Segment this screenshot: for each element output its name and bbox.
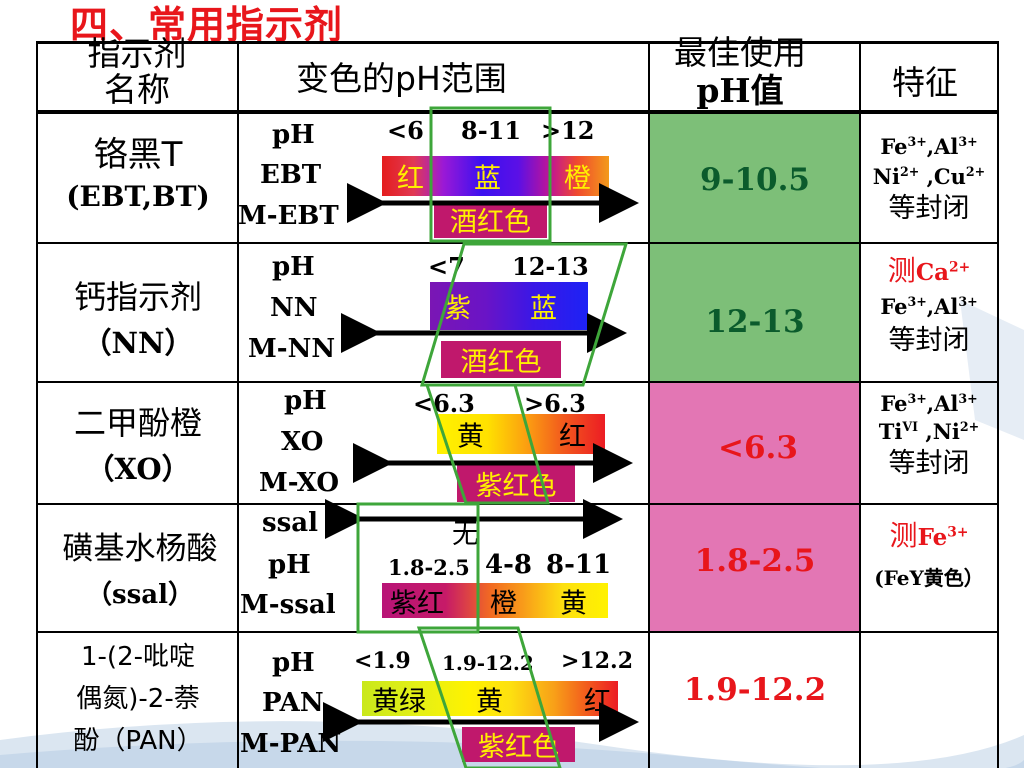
indicator-label: PAN (262, 688, 324, 718)
color-gradient-bar: 黄 红 (437, 414, 605, 454)
color-gradient-bar: 红 蓝 橙 (382, 156, 609, 196)
color-label: 紫红 (390, 588, 444, 619)
column-divider (859, 41, 861, 768)
row-divider (36, 242, 999, 244)
features: Fe3+,Al3+ Ni2+ ,Cu2+ 等封闭 (872, 134, 986, 224)
color-label: 黄 (457, 421, 484, 453)
indicator-label: ssal (262, 508, 318, 538)
best-ph-value: 9-10.5 (700, 162, 810, 198)
color-label: 蓝 (530, 293, 557, 325)
indicator-label: XO (281, 427, 324, 457)
color-label: 红 (559, 421, 586, 453)
slide-title: 四、常用指示剂 (70, 3, 344, 47)
color-label: 红 (397, 163, 424, 195)
indicator-name: 磺基水杨酸 （ssal） (62, 531, 218, 610)
ph-label: pH (272, 648, 315, 678)
color-label: 黄绿 (372, 686, 426, 717)
color-label: 蓝 (474, 163, 501, 195)
complex-label: M-XO (259, 468, 340, 498)
complex-label: M-PAN (240, 729, 342, 759)
color-gradient-bar: 紫红 橙 黄 (382, 583, 608, 619)
header-indicator-name: 指示剂 名称 (87, 34, 187, 109)
header-ph-range: 变色的pH范围 (296, 59, 507, 98)
color-label: 紫 (444, 293, 471, 325)
color-label: 黄 (560, 588, 587, 619)
indicator-label: NN (270, 293, 318, 323)
complex-color-chip: 紫红色 (457, 465, 575, 502)
indicator-name: 1-(2-吡啶 偶氮)-2-萘 酚（PAN） (73, 642, 203, 756)
header-features: 特征 (892, 63, 958, 102)
best-ph-cell-ssal (650, 504, 860, 632)
ph-label: pH (272, 120, 315, 150)
best-ph-value: <6.3 (718, 430, 798, 466)
complex-label: M-EBT (238, 201, 339, 231)
features: 测Fe3+ (FeY黄色） (874, 519, 984, 590)
header-best-ph: 最佳使用 pH值 (674, 33, 806, 110)
ph-range-value: 8-11 (546, 550, 612, 580)
best-ph-cell-xo (650, 382, 860, 504)
ph-label: pH (272, 252, 315, 282)
best-ph-value: 1.9-12.2 (683, 672, 827, 708)
indicator-name: 二甲酚橙 （XO） (73, 404, 202, 486)
features: 测Ca2+ Fe3+,Al3+ 等封闭 (880, 254, 978, 356)
color-gradient-bar: 黄绿 黄 红 (362, 681, 618, 717)
best-ph-value: 1.8-2.5 (694, 543, 816, 579)
table-border-top (36, 41, 999, 44)
indicator-name: 铬黑T (EBT,BT) (66, 135, 210, 213)
complex-label: M-NN (248, 334, 336, 364)
color-label: 红 (584, 686, 611, 717)
table-border-left (36, 41, 38, 768)
ph-range-value: 4-8 (485, 550, 532, 580)
row-divider (36, 631, 999, 633)
color-gradient-bar: 紫 蓝 (430, 282, 588, 330)
color-label: 橙 (564, 163, 591, 195)
column-divider (648, 41, 650, 768)
best-ph-value: 12-13 (705, 304, 805, 340)
table-header-divider (36, 110, 999, 114)
ph-range-value: 12-13 (512, 252, 589, 281)
ph-range-value: 1.9-12.2 (442, 651, 534, 675)
ph-range-value: >12 (541, 116, 595, 145)
complex-color-chip: 紫红色 (462, 727, 575, 763)
row-divider (36, 381, 999, 383)
complex-color-chip: 酒红色 (441, 341, 561, 378)
column-divider (237, 41, 239, 768)
row-divider (36, 503, 999, 505)
color-label: 橙 (490, 588, 517, 619)
ph-range-value: <1.9 (354, 648, 411, 674)
ph-range-value: 1.8-2.5 (388, 555, 470, 580)
indicator-label: EBT (260, 160, 322, 190)
table-border-right (997, 41, 999, 768)
indicator-name: 钙指示剂 （NN） (73, 278, 202, 360)
complex-color-chip: 酒红色 (434, 201, 547, 238)
ssal-color-label: 无 (452, 519, 479, 550)
ph-label: pH (268, 550, 311, 580)
best-ph-cell-nn (650, 243, 860, 382)
ph-range-value: 8-11 (461, 116, 522, 145)
ph-range-value: <7 (428, 252, 465, 281)
best-ph-cell-ebt (650, 114, 860, 243)
ph-range-value: >12.2 (561, 648, 634, 674)
ph-range-value: <6 (387, 116, 424, 145)
complex-label: M-ssal (240, 590, 336, 620)
color-label: 黄 (476, 686, 503, 717)
ph-label: pH (284, 386, 327, 416)
features: Fe3+,Al3+ TiVI ,Ni2+ 等封闭 (878, 391, 980, 479)
